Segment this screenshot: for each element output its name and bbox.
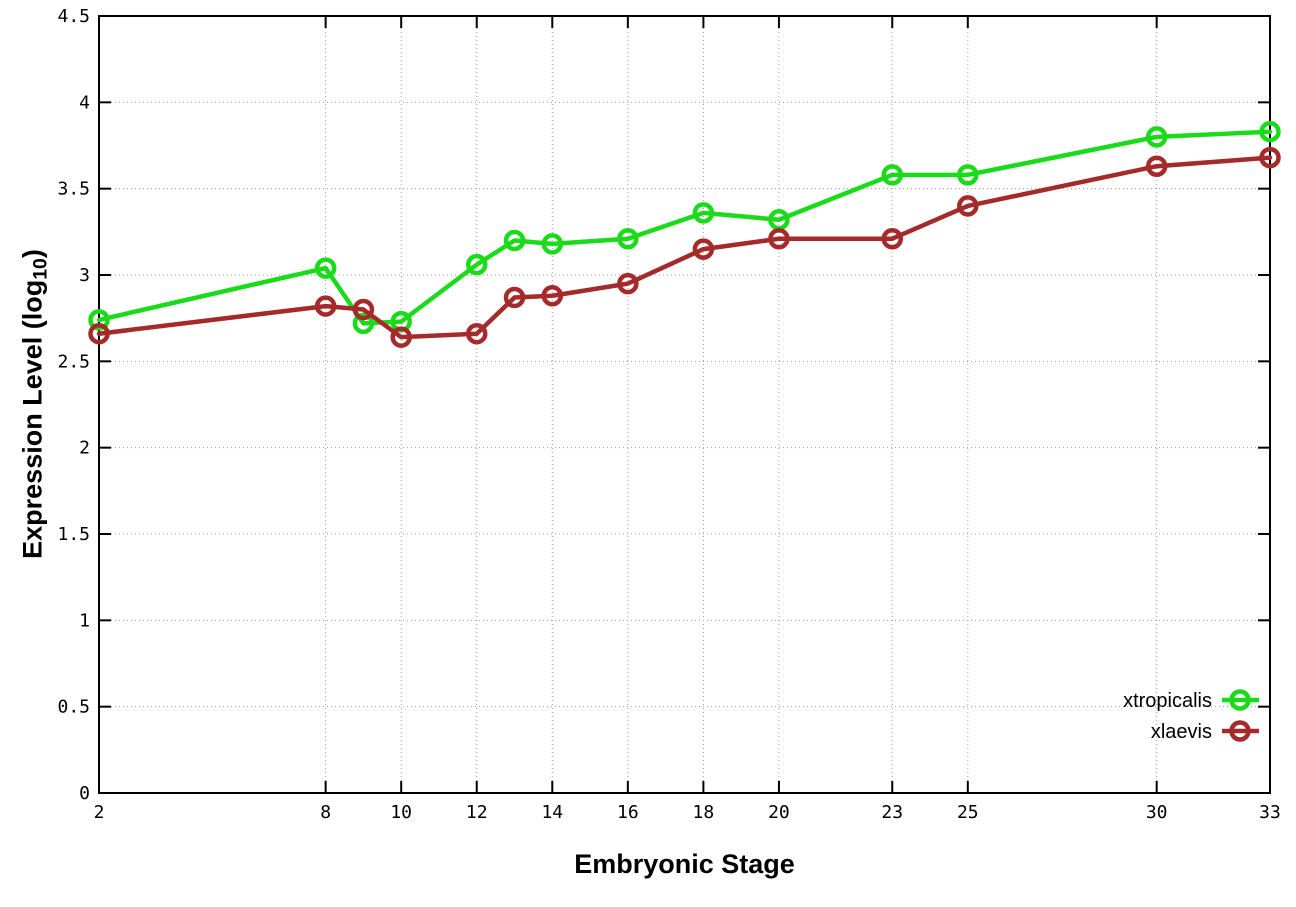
data-point-xlaevis [1145,155,1168,177]
data-point-xtropicalis [957,164,979,186]
data-point-xlaevis [1259,146,1281,169]
x-tick-label: 18 [693,802,715,823]
y-tick-label: 0 [79,783,90,804]
x-tick-label: 8 [320,802,331,823]
data-point-xlaevis [465,322,488,345]
data-point-xlaevis [352,298,375,321]
y-tick-label: 4 [79,92,90,113]
data-point-xtropicalis [352,312,375,335]
data-point-xtropicalis [692,202,715,224]
y-axis-label-suffix: ) [17,249,48,259]
y-tick-label: 1.5 [57,524,90,545]
legend-label-xlaevis: xlaevis [1151,721,1212,743]
x-tick-label: 14 [541,802,563,823]
data-point-xlaevis [541,284,564,307]
y-tick-label: 4.5 [57,6,90,27]
y-tick-label: 2 [79,438,90,459]
x-tick-label: 20 [768,802,790,823]
x-tick-label: 23 [881,802,903,823]
data-point-xlaevis [768,227,790,250]
x-tick-label: 33 [1259,802,1281,823]
plot-border [98,15,1271,794]
legend-marker-xtropicalis [1229,689,1251,711]
data-point-xtropicalis [617,227,639,250]
data-point-xlaevis [314,295,337,317]
data-point-xtropicalis [1145,126,1168,148]
x-tick-label: 16 [617,802,639,823]
y-tick-label: 2.5 [57,351,90,372]
data-point-xtropicalis [1259,120,1281,143]
data-point-xtropicalis [314,257,337,279]
x-axis-label: Embryonic Stage [574,849,795,879]
data-point-xlaevis [503,286,526,309]
legend-label-xtropicalis: xtropicalis [1123,690,1212,712]
data-point-xtropicalis [881,164,904,186]
legend-marker-xlaevis [1229,720,1251,742]
data-point-xtropicalis [465,253,488,276]
data-point-xtropicalis [541,233,564,255]
data-point-xlaevis [88,322,110,345]
x-tick-label: 30 [1146,802,1168,823]
x-tick-label: 10 [390,802,412,823]
y-tick-label: 0.5 [57,697,90,718]
y-axis-label-text: Expression Level (log [17,279,48,559]
y-axis-label-subscript: 10 [29,258,52,280]
data-point-xtropicalis [88,309,110,331]
data-point-xlaevis [881,227,904,250]
y-tick-label: 3.5 [57,179,90,200]
data-point-xlaevis [957,195,979,217]
x-tick-label: 25 [957,802,979,823]
x-tick-label: 12 [466,802,488,823]
x-tick-label: 2 [94,802,105,823]
data-point-xlaevis [390,326,412,348]
data-point-xlaevis [617,272,639,295]
data-point-xlaevis [692,238,715,260]
y-tick-label: 1 [79,610,90,631]
y-tick-label: 3 [79,265,90,286]
data-point-xtropicalis [503,229,526,252]
